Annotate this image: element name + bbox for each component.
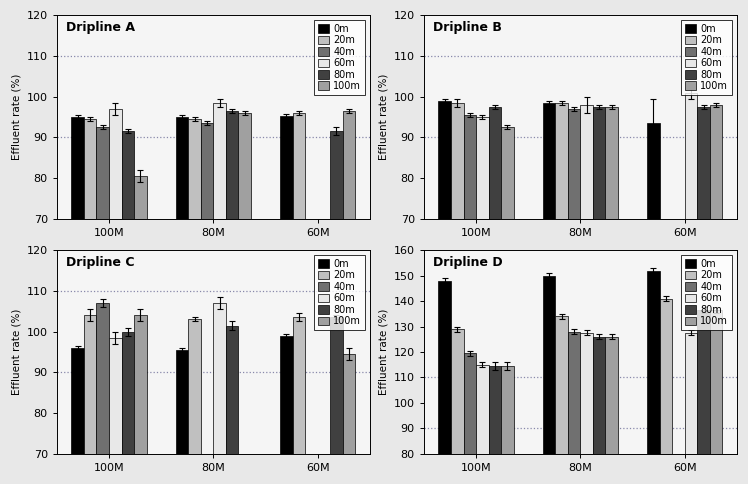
Legend: 0m, 20m, 40m, 60m, 80m, 100m: 0m, 20m, 40m, 60m, 80m, 100m (313, 255, 365, 330)
Bar (568, 332, 580, 454)
Bar (84, 316, 96, 454)
Bar (593, 337, 605, 454)
Legend: 0m, 20m, 40m, 60m, 80m, 100m: 0m, 20m, 40m, 60m, 80m, 100m (681, 20, 732, 95)
Bar (684, 333, 697, 454)
Bar (213, 103, 226, 219)
Bar (476, 365, 488, 454)
Bar (134, 316, 147, 454)
Bar (96, 303, 109, 454)
Bar (710, 105, 723, 219)
Bar (176, 350, 188, 454)
Bar (226, 111, 239, 219)
Bar (647, 271, 660, 454)
Bar (647, 123, 660, 219)
Bar (488, 107, 501, 219)
Bar (188, 119, 200, 219)
Bar (451, 329, 464, 454)
Bar (343, 354, 355, 454)
Bar (593, 107, 605, 219)
Y-axis label: Effluent rate (%): Effluent rate (%) (378, 309, 388, 395)
Bar (555, 103, 568, 219)
Bar (226, 326, 239, 454)
Bar (660, 299, 672, 454)
Bar (188, 319, 200, 454)
Bar (438, 281, 451, 454)
Bar (280, 116, 292, 219)
Bar (568, 109, 580, 219)
Bar (555, 317, 568, 454)
Bar (543, 103, 555, 219)
Bar (501, 366, 514, 454)
Bar (121, 131, 134, 219)
Bar (330, 131, 343, 219)
Y-axis label: Effluent rate (%): Effluent rate (%) (378, 74, 388, 160)
Y-axis label: Effluent rate (%): Effluent rate (%) (11, 74, 21, 160)
Bar (501, 127, 514, 219)
Legend: 0m, 20m, 40m, 60m, 80m, 100m: 0m, 20m, 40m, 60m, 80m, 100m (313, 20, 365, 95)
Legend: 0m, 20m, 40m, 60m, 80m, 100m: 0m, 20m, 40m, 60m, 80m, 100m (681, 255, 732, 330)
Bar (580, 105, 593, 219)
Bar (134, 176, 147, 219)
Bar (464, 353, 476, 454)
Bar (176, 117, 188, 219)
Bar (710, 310, 723, 454)
Bar (476, 117, 488, 219)
Bar (464, 115, 476, 219)
Bar (605, 107, 618, 219)
Bar (451, 103, 464, 219)
Bar (280, 336, 292, 454)
Bar (343, 111, 355, 219)
Bar (96, 127, 109, 219)
Bar (109, 109, 121, 219)
Bar (292, 113, 305, 219)
Text: Dripline C: Dripline C (67, 256, 135, 269)
Bar (330, 318, 343, 454)
Bar (292, 318, 305, 454)
Bar (121, 332, 134, 454)
Bar (488, 366, 501, 454)
Bar (71, 348, 84, 454)
Bar (200, 123, 213, 219)
Bar (543, 275, 555, 454)
Bar (109, 338, 121, 454)
Text: Dripline A: Dripline A (67, 21, 135, 34)
Bar (605, 337, 618, 454)
Bar (71, 117, 84, 219)
Bar (438, 101, 451, 219)
Bar (239, 113, 251, 219)
Bar (213, 303, 226, 454)
Text: Dripline D: Dripline D (433, 256, 503, 269)
Bar (697, 107, 710, 219)
Bar (697, 310, 710, 454)
Text: Dripline B: Dripline B (433, 21, 502, 34)
Bar (684, 92, 697, 219)
Bar (580, 333, 593, 454)
Y-axis label: Effluent rate (%): Effluent rate (%) (11, 309, 21, 395)
Bar (84, 119, 96, 219)
